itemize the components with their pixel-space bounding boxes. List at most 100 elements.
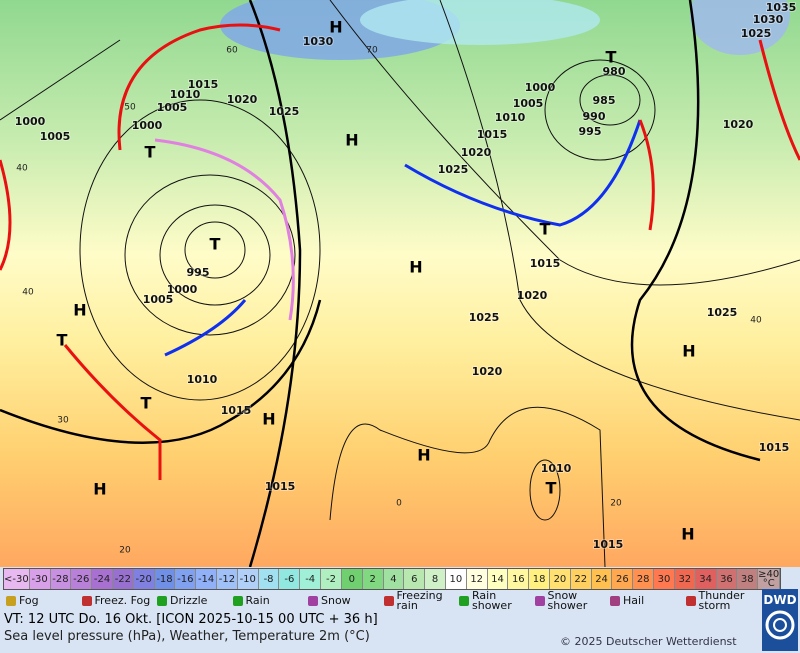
contour-label: 40 [22, 288, 34, 298]
scale-cell: -22 [112, 569, 134, 589]
pressure-label: 985 [593, 94, 616, 107]
pressure-label: 1015 [265, 480, 296, 493]
pressure-label: 995 [187, 266, 210, 279]
legend-label: Rain shower [472, 588, 512, 612]
isobars [0, 0, 800, 567]
main-isobars [0, 0, 761, 567]
scale-cell: -8 [258, 569, 280, 589]
pressure-center: H [681, 525, 694, 544]
scale-cell: 6 [404, 569, 426, 589]
contour-label: 20 [610, 499, 622, 509]
weather-legend: Fog Freez. Fog Drizzle Rain Snow Freezing rai… [3, 589, 758, 612]
legend-label: Freez. Fog [94, 593, 151, 607]
legend-icon [232, 596, 243, 606]
legend-item: Rain [230, 589, 306, 612]
pressure-label: 1025 [741, 27, 772, 40]
legend-item: Freez. Fog [79, 589, 155, 612]
legend-item: Snow [305, 589, 381, 612]
legend-icon [610, 596, 620, 606]
scale-cell: -16 [175, 569, 197, 589]
pressure-label: 1020 [472, 365, 503, 378]
legend-item: Rain shower [456, 589, 532, 612]
legend-icon [383, 596, 394, 606]
legend-icon [685, 596, 696, 606]
pressure-label: 990 [583, 110, 606, 123]
scale-cell: -26 [71, 569, 93, 589]
pressure-label: 1020 [723, 118, 754, 131]
logo-icon [765, 610, 795, 640]
legend-item: Drizzle [154, 589, 230, 612]
scale-cell: -20 [133, 569, 155, 589]
pressure-label: 1025 [269, 105, 300, 118]
scale-cell: -12 [217, 569, 238, 589]
pressure-center: H [262, 410, 275, 429]
pressure-label: 1000 [167, 283, 198, 296]
contour-label: 0 [396, 499, 402, 509]
pressure-center: H [329, 18, 342, 37]
copyright: © 2025 Deutscher Wetterdienst [560, 635, 737, 648]
pressure-label: 995 [579, 125, 602, 138]
legend-label: Fog [19, 593, 39, 607]
pressure-label: 1015 [759, 441, 790, 454]
scale-cell: 26 [612, 569, 634, 589]
pressure-center: T [57, 331, 68, 350]
pressure-label: 1005 [143, 293, 174, 306]
scale-cell: 24 [591, 569, 613, 589]
scale-cell: 12 [466, 569, 488, 589]
valid-time: VT: 12 UTC Do. 16 Okt. [ICON 2025-10-15 … [4, 612, 378, 627]
pressure-center: T [606, 48, 617, 67]
scale-cell: 0 [341, 569, 363, 589]
pressure-label: 1005 [157, 101, 188, 114]
pressure-label: 1015 [477, 128, 508, 141]
contour-label: 30 [57, 416, 69, 426]
pressure-label: 1005 [513, 97, 544, 110]
pressure-center: T [145, 143, 156, 162]
scale-cell: 34 [695, 569, 717, 589]
scale-cell: -4 [300, 569, 322, 589]
legend-label: Thunder storm [698, 588, 745, 612]
legend-icon [308, 596, 318, 606]
contour-label: 40 [16, 164, 28, 174]
weather-map: 1030100010051010101510051000102010259951… [0, 0, 800, 567]
pressure-label: 1025 [707, 306, 738, 319]
legend-item: Fog [3, 589, 79, 612]
pressure-center: H [682, 342, 695, 361]
pressure-center: H [409, 258, 422, 277]
contour-label: 20 [119, 546, 131, 556]
scale-cell: -28 [50, 569, 72, 589]
pressure-label: 1000 [132, 119, 163, 132]
pressure-label: 1000 [15, 115, 46, 128]
scale-cell: 18 [529, 569, 551, 589]
scale-cell: 20 [550, 569, 571, 589]
temperature-field [0, 0, 800, 567]
scale-cell: -14 [196, 569, 218, 589]
scale-label: °C [762, 578, 775, 589]
legend-icon [534, 596, 545, 606]
logo-text: DWD [763, 593, 797, 607]
scale-cell: 16 [508, 569, 530, 589]
legend-icon [459, 596, 469, 606]
scale-cell: 28 [633, 569, 655, 589]
pressure-label: 1025 [469, 311, 500, 324]
pressure-label: 1015 [188, 78, 219, 91]
cold-area [360, 0, 600, 45]
pressure-label: 1030 [303, 35, 334, 48]
pressure-label: 1005 [40, 130, 71, 143]
scale-cell: 36 [716, 569, 738, 589]
scale-cell: -2 [321, 569, 342, 589]
dwd-logo: DWD [762, 589, 798, 651]
pressure-label: 1000 [525, 81, 556, 94]
scale-cell: -10 [237, 569, 259, 589]
legend-icon [81, 596, 92, 606]
fronts [0, 23, 800, 480]
scale-cell: 14 [487, 569, 509, 589]
legend-label: Snow [321, 593, 351, 607]
temperature-scale: <-30 -30 -28 -26 -24 -22 -20 -18 -16 -14 -12 -10 -8-… [3, 568, 781, 590]
legend-icon [157, 596, 167, 606]
pressure-label: 1010 [541, 462, 572, 475]
pressure-label: 1015 [221, 404, 252, 417]
pressure-center: T [540, 220, 551, 239]
pressure-center: T [546, 479, 557, 498]
pressure-label: 1025 [438, 163, 469, 176]
contour-label: 60 [226, 46, 238, 56]
